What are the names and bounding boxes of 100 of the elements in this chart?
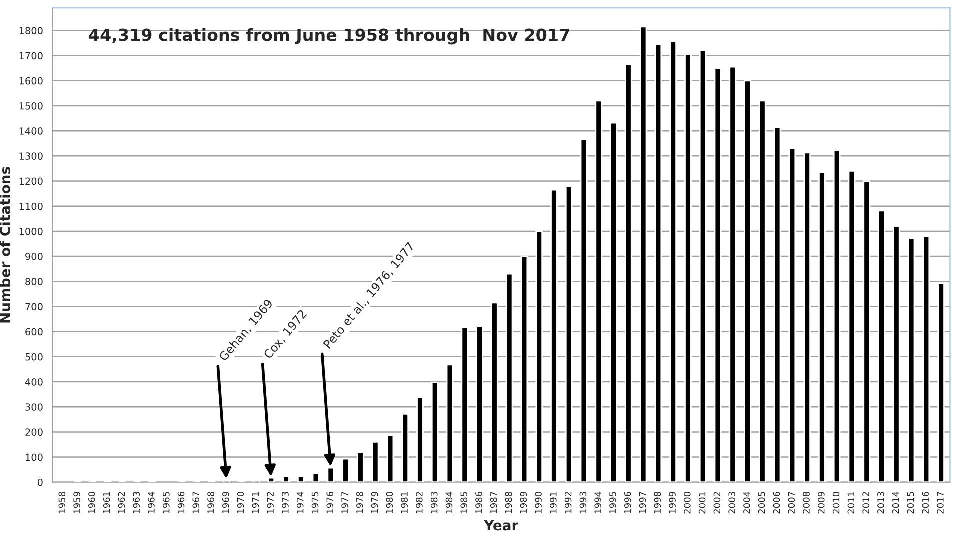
bar: [908, 238, 916, 482]
y-tick-label: 1200: [20, 178, 43, 186]
x-tick-label: 2017: [937, 492, 944, 514]
x-tick-label: 1961: [103, 492, 110, 514]
y-tick-label: 100: [26, 454, 43, 462]
x-tick-label: 2000: [684, 492, 691, 514]
bar: [282, 476, 290, 482]
x-tick-label: 1977: [342, 492, 348, 514]
x-tick-label: 1997: [639, 492, 646, 514]
x-tick-label: 1986: [476, 492, 482, 514]
bar: [402, 413, 410, 482]
bar: [788, 148, 796, 482]
x-tick-label: 1998: [654, 492, 662, 514]
y-tick-label: 1700: [20, 52, 43, 60]
x-tick-label: 1972: [267, 492, 274, 514]
bar: [520, 256, 528, 482]
x-tick-label: 1964: [148, 492, 155, 514]
bar: [491, 302, 498, 482]
x-tick-label: 2003: [728, 492, 736, 514]
bar: [357, 452, 364, 482]
x-tick-label: 1990: [535, 492, 542, 514]
x-tick-label: 2015: [907, 492, 914, 514]
bar: [863, 180, 871, 482]
x-tick-label: 1999: [669, 492, 676, 514]
x-tick-label: 2007: [788, 492, 796, 514]
x-tick-label: 1989: [520, 492, 528, 514]
x-tick-label: 1983: [430, 492, 438, 514]
y-tick-label: 300: [26, 404, 43, 411]
bar: [714, 68, 722, 482]
x-tick-label: 2016: [922, 492, 930, 514]
bar: [878, 210, 886, 482]
y-tick-label: 500: [26, 353, 43, 361]
bar: [431, 382, 439, 482]
y-tick-label: 1400: [20, 128, 43, 135]
x-tick-label: 2013: [878, 492, 884, 514]
x-tick-label: 1962: [118, 492, 126, 514]
bar: [372, 442, 380, 482]
x-tick-label: 2002: [714, 492, 721, 514]
bar: [536, 230, 544, 482]
bar: [476, 326, 484, 482]
x-tick-label: 2008: [803, 492, 810, 514]
x-tick-label: 1959: [74, 492, 80, 514]
x-tick-label: 1958: [58, 492, 66, 514]
bar: [312, 472, 320, 482]
x-tick-label: 1960: [88, 492, 96, 514]
x-tick-label: 2006: [773, 492, 780, 514]
x-tick-label: 1987: [490, 492, 498, 514]
bar: [595, 100, 603, 482]
x-tick-label: 1970: [237, 492, 244, 514]
bar: [892, 226, 900, 482]
bar: [804, 152, 811, 482]
x-tick-label: 1979: [371, 492, 378, 514]
x-tick-label: 1967: [192, 492, 200, 514]
bar: [699, 50, 707, 482]
bar: [640, 26, 648, 482]
x-tick-label: 1975: [312, 492, 319, 514]
x-tick-label: 1985: [460, 492, 468, 514]
x-tick-label: 1992: [564, 492, 572, 514]
bar: [654, 44, 662, 482]
x-tick-label: 1994: [594, 492, 602, 514]
y-tick-label: 1500: [20, 102, 43, 110]
bar: [744, 80, 752, 482]
x-tick-label: 2010: [832, 492, 840, 514]
bar: [223, 480, 230, 482]
x-tick-label: 2004: [744, 492, 750, 514]
x-tick-label: 1968: [208, 492, 214, 514]
bar: [446, 364, 454, 482]
x-tick-label: 1969: [222, 492, 230, 514]
x-tick-label: 1966: [178, 492, 185, 514]
x-tick-label: 1996: [624, 492, 632, 514]
x-tick-label: 1974: [296, 492, 304, 514]
x-tick-label: 2011: [848, 492, 855, 514]
y-tick-label: 400: [25, 378, 43, 386]
bar: [342, 458, 350, 482]
y-tick-label: 700: [26, 303, 43, 311]
y-tick-label: 800: [26, 278, 43, 286]
y-tick-label: 0: [38, 478, 43, 486]
y-tick-label: 1600: [20, 77, 43, 85]
x-tick-label: 2009: [818, 492, 825, 514]
bar: [461, 326, 469, 482]
x-tick-label: 1995: [610, 492, 616, 514]
bar: [684, 54, 692, 482]
bar: [610, 122, 618, 482]
text: 44,319 citations from June 1958 through Nov 2017: [89, 28, 570, 45]
x-tick-label: 1973: [282, 492, 289, 514]
y-tick-label: 200: [26, 428, 43, 436]
y-tick-label: 600: [26, 328, 43, 336]
x-axis-title: Year: [484, 520, 519, 531]
y-axis-title: Number of Citations: [0, 167, 11, 323]
x-tick-label: 1976: [326, 492, 334, 514]
bar: [416, 396, 424, 482]
x-tick-label: 1993: [580, 492, 587, 514]
x-tick-label: 1978: [356, 492, 364, 514]
y-tick-label: 1800: [20, 27, 43, 35]
x-tick-label: 1981: [401, 492, 408, 514]
x-tick-label: 1980: [386, 492, 394, 514]
x-tick-label: 2001: [698, 492, 706, 514]
x-tick-label: 2005: [758, 492, 766, 514]
x-tick-label: 1963: [133, 492, 140, 514]
x-tick-label: 2012: [862, 492, 870, 514]
